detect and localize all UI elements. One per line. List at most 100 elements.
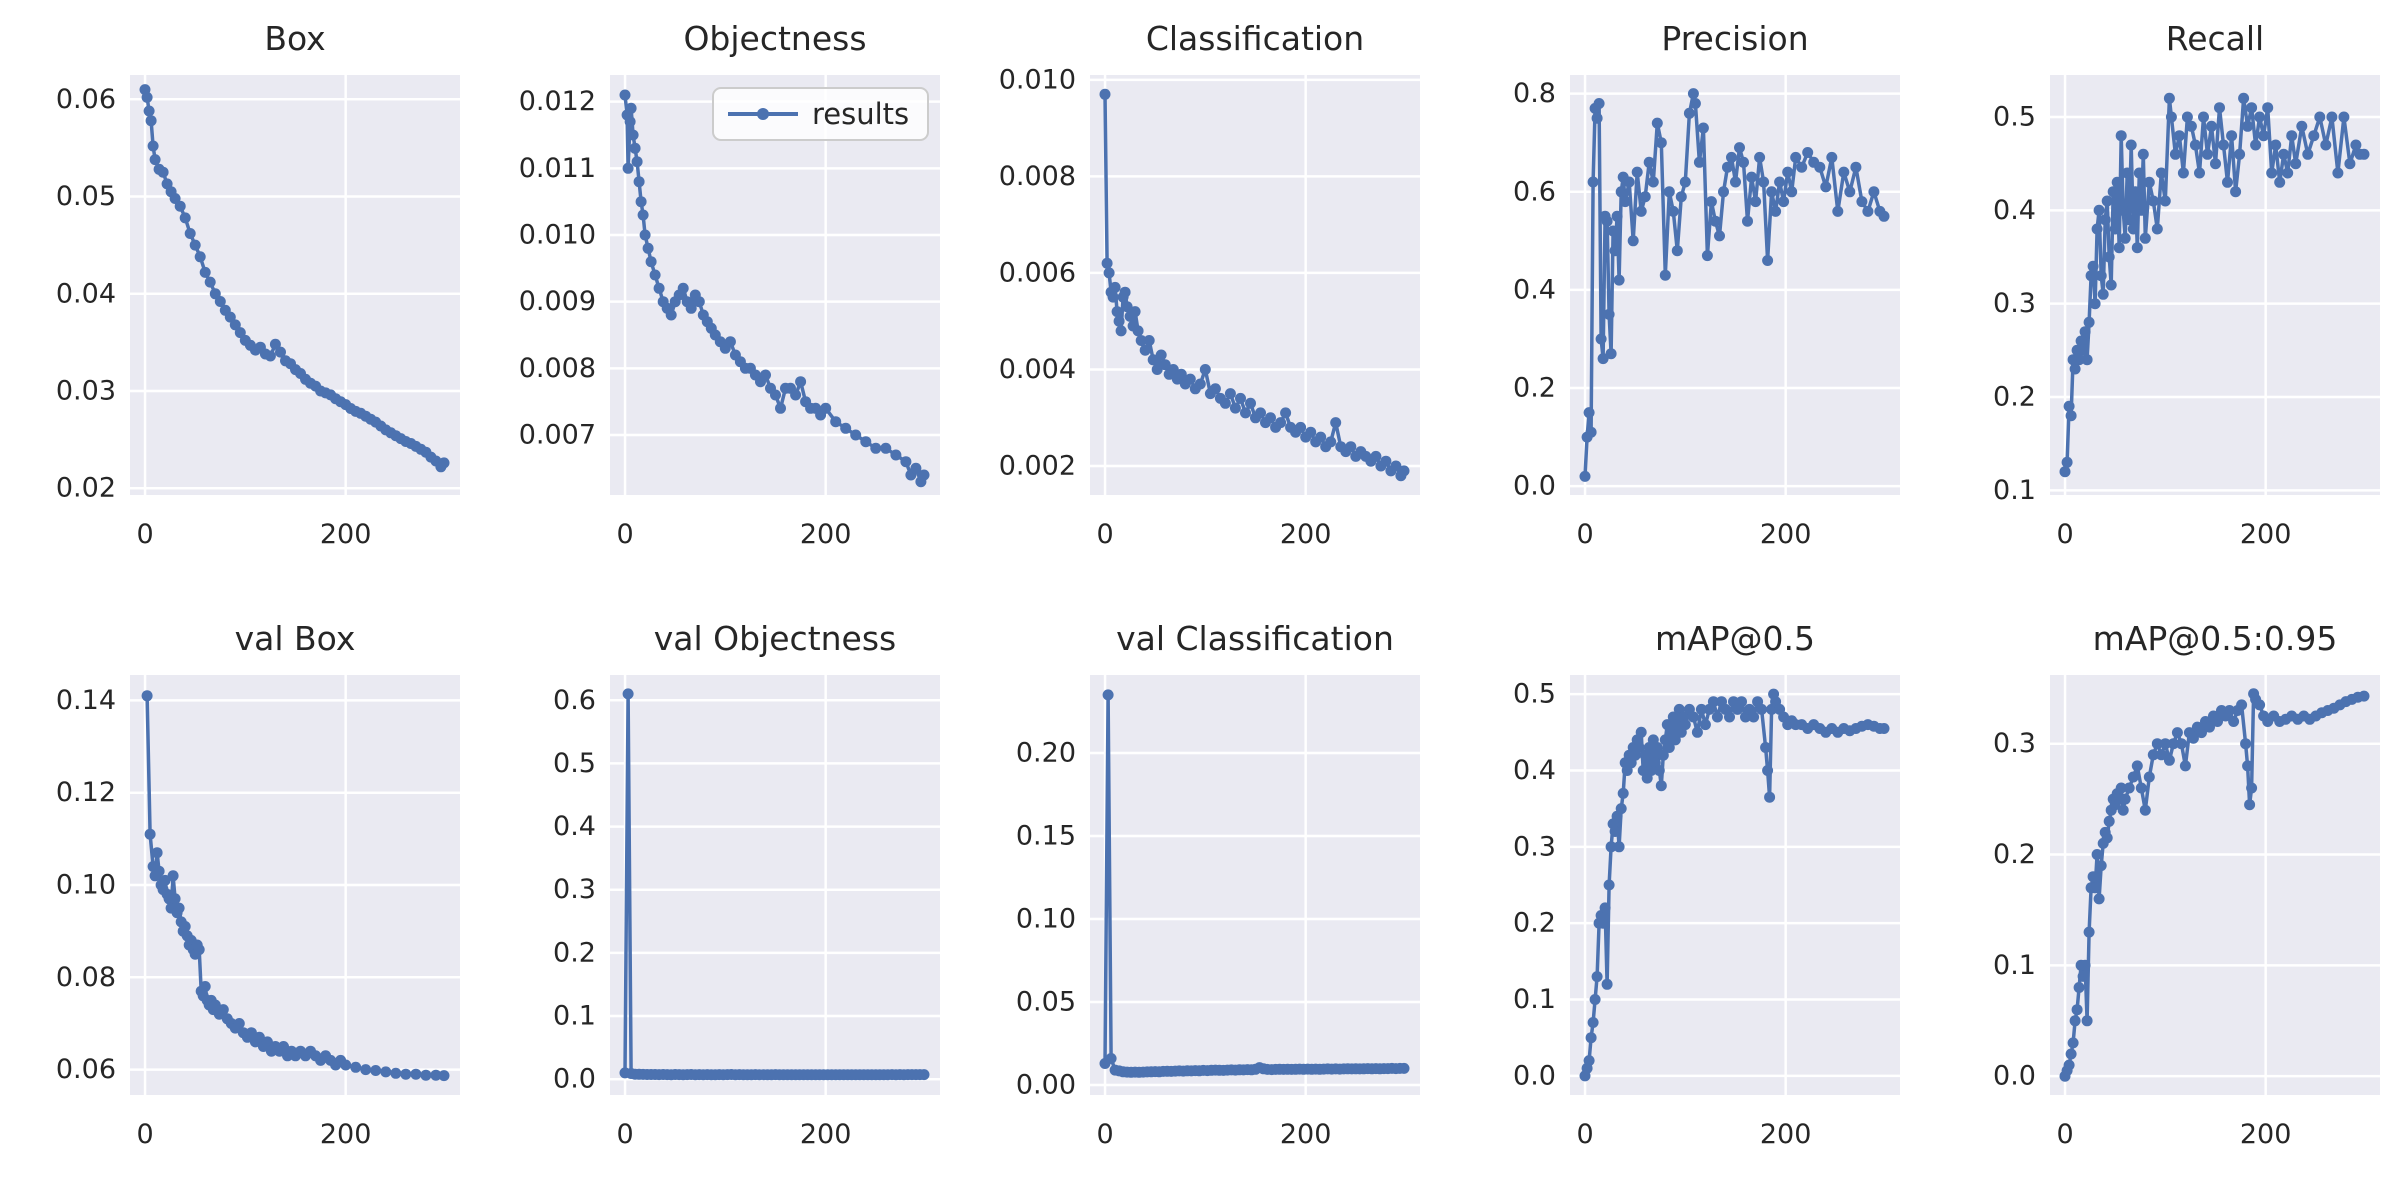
data-point-marker: [141, 690, 153, 702]
data-point-marker: [360, 1064, 372, 1076]
data-point-marker: [2073, 982, 2085, 993]
data-point-marker: [1711, 711, 1723, 723]
data-point-marker: [1380, 455, 1392, 467]
y-tick-label: 0.4: [553, 811, 596, 842]
data-point-marker: [1609, 826, 1621, 837]
data-point-marker: [1679, 176, 1691, 188]
data-point-marker: [1762, 255, 1774, 266]
data-point-marker: [770, 389, 781, 401]
data-point-marker: [340, 1059, 352, 1071]
data-point-marker: [622, 688, 634, 700]
data-point-marker: [2085, 270, 2097, 282]
y-tick-label: 0.006: [999, 257, 1076, 288]
data-point-marker: [625, 102, 637, 114]
data-point-marker: [2117, 804, 2129, 816]
data-point-marker: [261, 1036, 273, 1048]
data-point-marker: [2125, 139, 2137, 151]
data-point-marker: [2228, 716, 2240, 727]
data-point-marker: [1709, 215, 1721, 227]
data-point-marker: [1675, 191, 1687, 203]
data-point-marker: [2119, 232, 2131, 244]
data-point-marker: [1742, 215, 1753, 227]
data-point-marker: [169, 893, 181, 905]
data-point-marker: [1209, 383, 1221, 395]
plot-area: [1090, 675, 1420, 1095]
x-tick-label: 0: [1576, 1119, 1593, 1150]
data-point-marker: [410, 1068, 422, 1080]
data-point-marker: [147, 140, 159, 152]
data-point-marker: [760, 369, 771, 381]
data-point-marker: [2103, 251, 2115, 263]
data-point-marker: [2244, 799, 2256, 811]
data-point-marker: [870, 442, 882, 454]
data-point-marker: [141, 91, 153, 103]
y-tick-label: 0.5: [1513, 679, 1556, 710]
data-point-marker: [2175, 738, 2187, 750]
data-point-marker: [1115, 325, 1127, 337]
data-point-marker: [1647, 176, 1659, 188]
data-point-marker: [1147, 354, 1159, 366]
x-tick-label: 200: [800, 1119, 852, 1150]
data-point-marker: [2101, 195, 2113, 207]
data-point-marker: [159, 874, 171, 886]
data-point-marker: [1229, 402, 1241, 414]
data-point-marker: [1613, 841, 1625, 853]
data-point-marker: [2069, 363, 2081, 375]
y-tick-label: 0.06: [56, 84, 116, 115]
y-tick-label: 0.3: [1993, 728, 2036, 759]
y-tick-label: 0.2: [1513, 908, 1556, 939]
data-point-marker: [2075, 335, 2087, 347]
data-point-marker: [2274, 176, 2286, 188]
data-point-marker: [2115, 782, 2127, 794]
data-point-marker: [1838, 166, 1850, 178]
x-tick-label: 0: [2056, 519, 2073, 550]
data-point-marker: [275, 346, 286, 358]
data-point-marker: [2320, 139, 2332, 151]
data-point-marker: [1275, 417, 1287, 429]
plot-title: Precision: [1661, 19, 1808, 58]
data-point-marker: [1240, 407, 1251, 419]
data-point-marker: [2282, 167, 2294, 179]
data-point-marker: [635, 196, 647, 208]
data-point-marker: [2258, 130, 2270, 142]
data-point-marker: [1280, 407, 1292, 419]
data-point-marker: [2065, 1048, 2077, 1060]
data-point-marker: [1782, 166, 1794, 178]
data-point-marker: [1714, 230, 1725, 242]
y-tick-label: 0.6: [553, 685, 596, 716]
data-point-marker: [2204, 721, 2215, 733]
chart-map05095: 0.0 0.1 0.2 0.3 0 200 mAP@0.5:0.95: [1993, 619, 2380, 1150]
data-point-marker: [1615, 803, 1627, 815]
data-point-marker: [795, 376, 807, 388]
data-point-marker: [1631, 166, 1643, 178]
data-point-marker: [2095, 860, 2107, 872]
plot-title: mAP@0.5: [1655, 619, 1815, 658]
data-point-marker: [1579, 470, 1591, 482]
chart-box: 0.02 0.03 0.04 0.05 0.06 0 200 Box: [56, 19, 460, 550]
data-point-marker: [2163, 754, 2175, 766]
data-point-marker: [2139, 804, 2151, 816]
subplot-classification: 0.002 0.004 0.006 0.008 0.010 0 200 Classificat…: [960, 0, 1440, 600]
x-tick-label: 0: [1096, 1119, 1113, 1150]
data-point-marker: [1583, 407, 1595, 419]
data-point-marker: [1595, 333, 1607, 345]
data-point-marker: [2063, 1059, 2075, 1071]
x-tick-label: 200: [320, 519, 372, 550]
subplot-val-box: 0.06 0.08 0.10 0.12 0.14 0 200 val Box: [0, 600, 480, 1200]
data-point-marker: [2326, 111, 2338, 123]
data-point-marker: [2147, 749, 2159, 761]
data-point-marker: [253, 1031, 265, 1043]
data-point-marker: [1639, 191, 1651, 203]
data-point-marker: [1701, 250, 1713, 262]
data-point-marker: [1683, 107, 1695, 119]
y-tick-label: 0.1: [1513, 984, 1556, 1015]
plot-area: [1570, 675, 1900, 1095]
chart-val-box: 0.06 0.08 0.10 0.12 0.14 0 200 val Box: [56, 619, 460, 1150]
data-point-marker: [370, 1065, 382, 1076]
data-point-marker: [143, 105, 155, 117]
data-point-marker: [2194, 167, 2205, 179]
data-point-marker: [1121, 301, 1133, 313]
chart-val-classification: 0.00 0.05 0.10 0.15 0.20 0 200 val Classificati…: [1016, 619, 1420, 1150]
subplot-map05: 0.0 0.1 0.2 0.3 0.4 0.5 0 200 mAP@0.5: [1440, 600, 1920, 1200]
x-tick-label: 200: [1760, 519, 1812, 550]
